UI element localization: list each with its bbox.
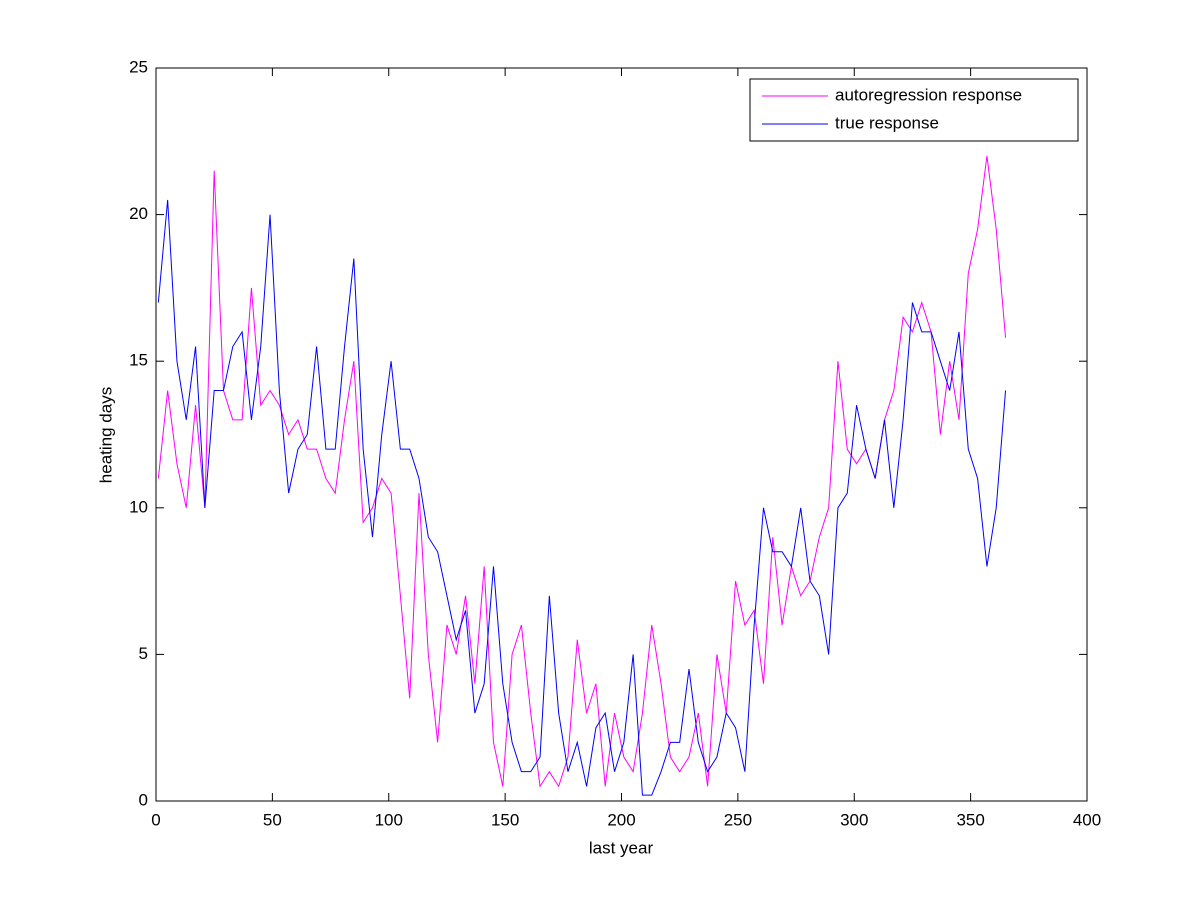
x-tick-label: 50 — [263, 810, 282, 829]
x-tick-label: 200 — [607, 810, 635, 829]
x-tick-label: 350 — [956, 810, 984, 829]
x-tick-label: 250 — [724, 810, 752, 829]
x-tick-label: 0 — [151, 810, 160, 829]
y-axis-label: heating days — [96, 387, 115, 483]
series-line — [157, 199, 1007, 796]
y-tick-label: 0 — [139, 790, 148, 809]
x-tick-label: 150 — [491, 810, 519, 829]
x-tick-label: 100 — [375, 810, 403, 829]
legend-label: true response — [835, 113, 939, 132]
y-tick-label: 25 — [129, 57, 148, 76]
x-axis-label: last year — [589, 838, 654, 857]
y-tick-label: 10 — [129, 497, 148, 516]
x-tick-label: 300 — [840, 810, 868, 829]
y-tick-label: 20 — [129, 204, 148, 223]
legend-box — [749, 78, 1079, 142]
y-tick-label: 15 — [129, 351, 148, 370]
y-tick-label: 5 — [139, 644, 148, 663]
legend-label: autoregression response — [835, 85, 1022, 104]
x-tick-label: 400 — [1073, 810, 1101, 829]
series-line — [157, 155, 1007, 788]
